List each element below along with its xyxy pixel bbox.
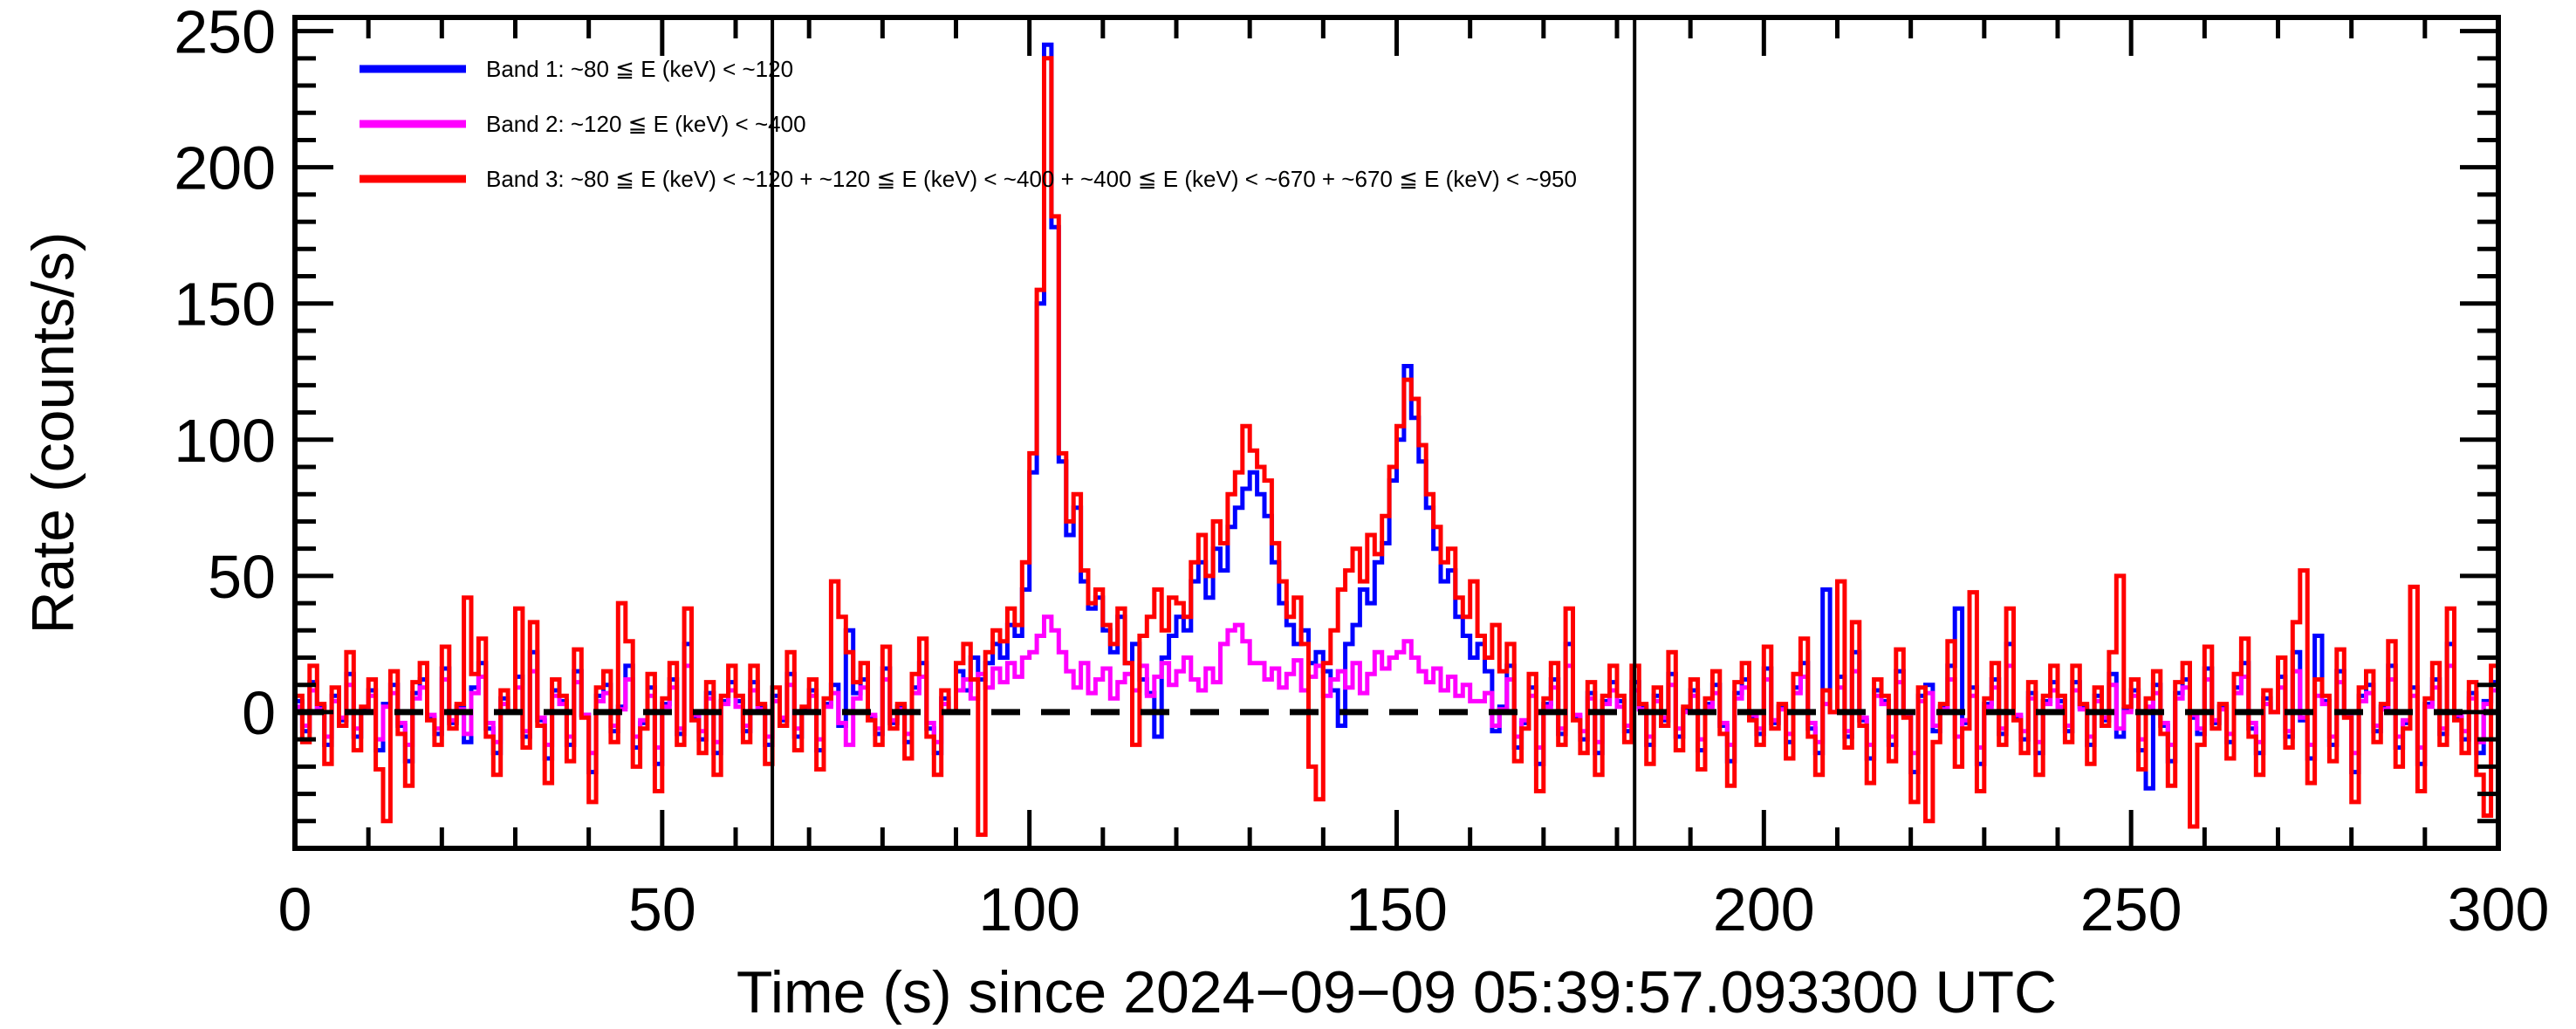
legend-label-band-3: Band 3: ~80 ≦ E (keV) < ~120 + ~120 ≦ E …: [486, 166, 1577, 192]
x-tick-label-50: 50: [628, 875, 696, 943]
y-tick-label-250: 250: [174, 0, 276, 66]
x-tick-label-100: 100: [978, 875, 1080, 943]
x-tick-label-250: 250: [2080, 875, 2182, 943]
y-axis-title: Rate (counts/s): [20, 231, 86, 634]
x-tick-label-300: 300: [2448, 875, 2550, 943]
y-tick-label-200: 200: [174, 134, 276, 202]
x-axis-title: Time (s) since 2024−09−09 05:39:57.09330…: [736, 959, 2057, 1026]
plot-area: [295, 42, 2498, 837]
legend-label-band-2: Band 2: ~120 ≦ E (keV) < ~400: [486, 111, 806, 137]
x-tick-label-150: 150: [1346, 875, 1448, 943]
y-tick-label-50: 50: [208, 543, 276, 611]
y-tick-label-0: 0: [242, 679, 276, 747]
legend-label-band-1: Band 1: ~80 ≦ E (keV) < ~120: [486, 56, 793, 82]
x-tick-label-0: 0: [278, 875, 312, 943]
y-tick-label-100: 100: [174, 407, 276, 475]
x-tick-label-200: 200: [1713, 875, 1815, 943]
y-tick-label-150: 150: [174, 271, 276, 339]
legend: Band 1: ~80 ≦ E (keV) < ~120 Band 2: ~120…: [360, 56, 1577, 192]
